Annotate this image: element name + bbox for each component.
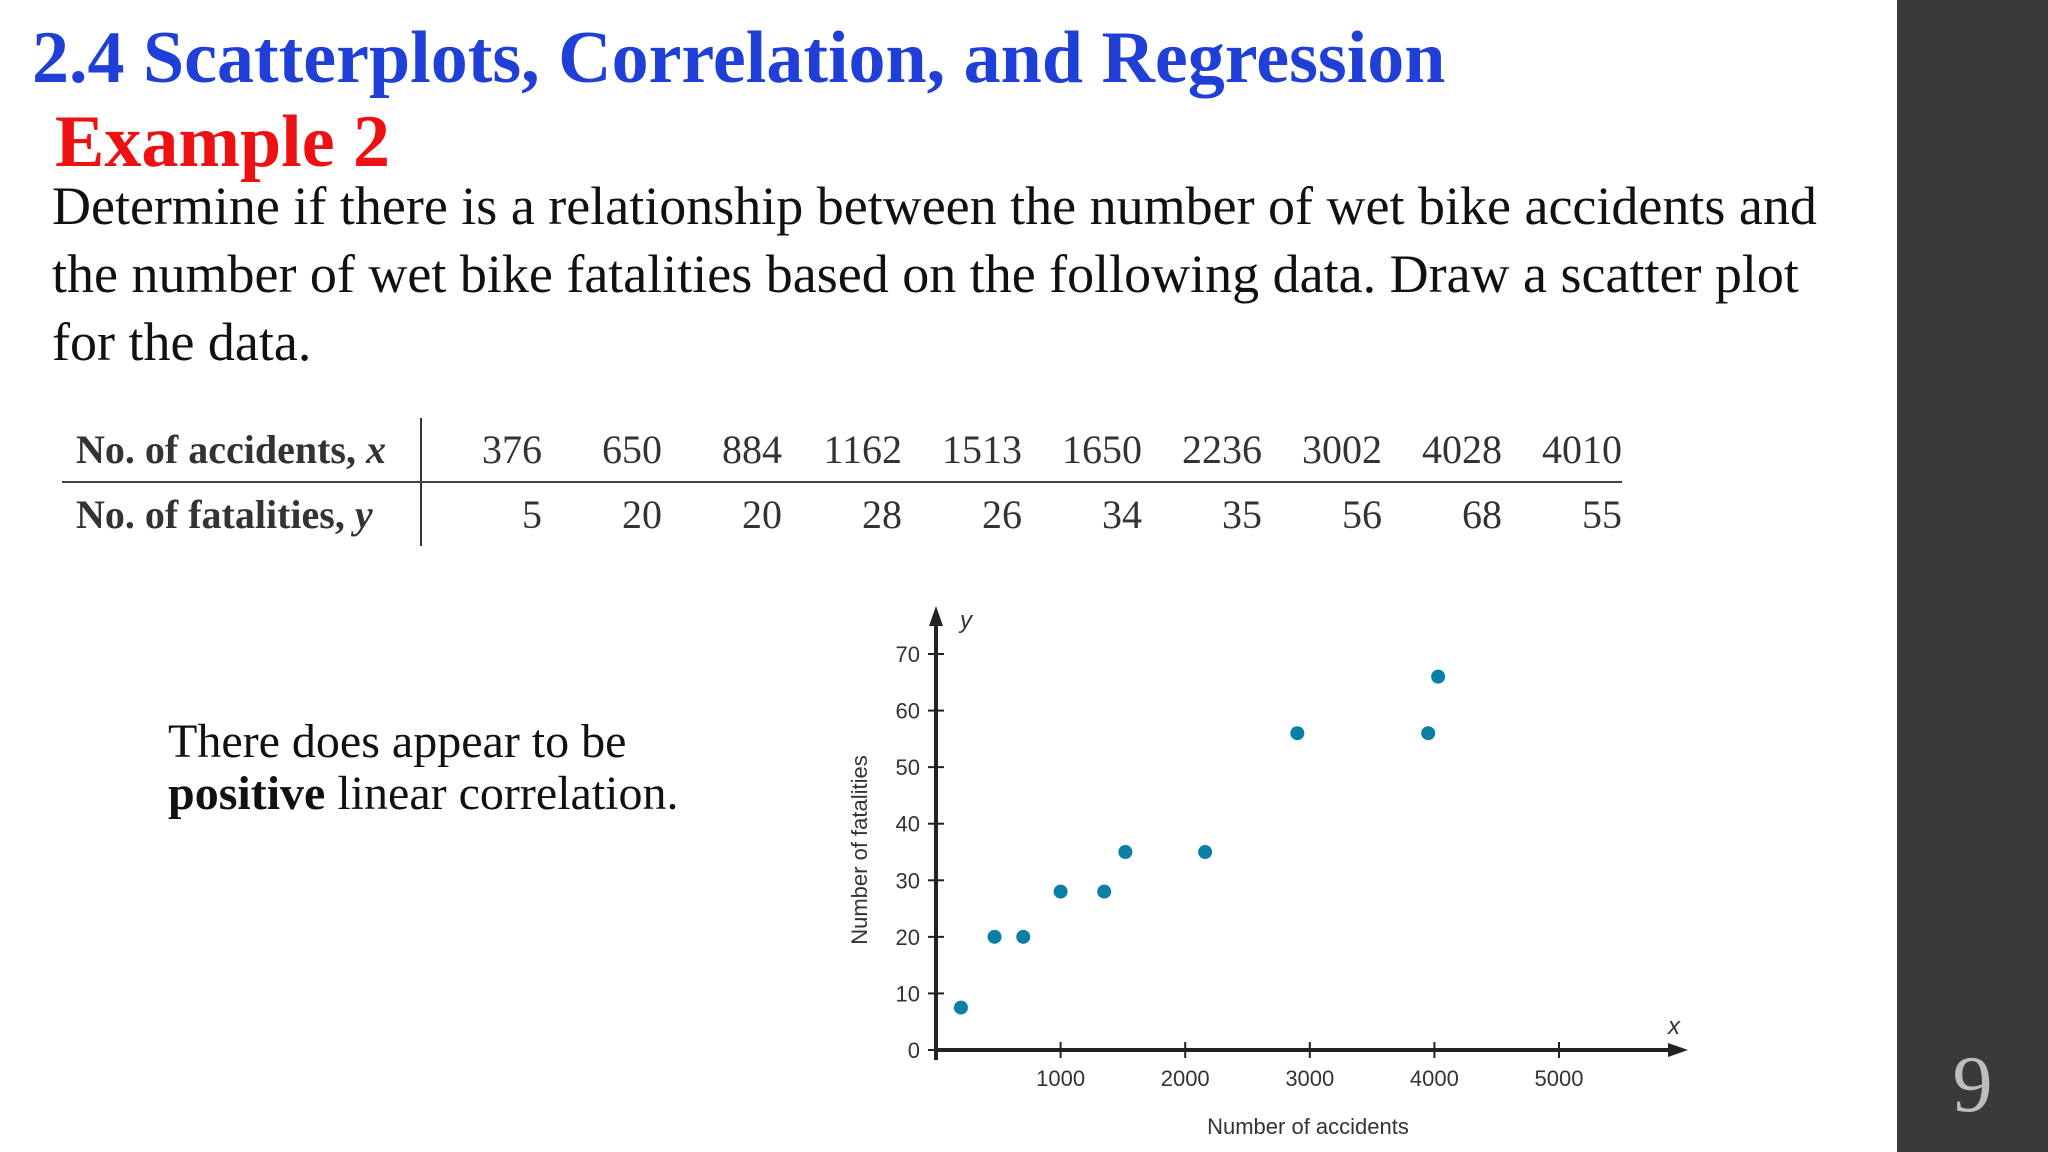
y-tick-label: 20: [896, 925, 920, 950]
y-axis-title: Number of fatalities: [847, 755, 872, 945]
data-point: [987, 929, 1002, 944]
y-tick-label: 40: [896, 812, 920, 837]
slide-title: 2.4 Scatterplots, Correlation, and Regre…: [32, 17, 1446, 99]
table-cell-accidents: 1513: [901, 418, 1022, 483]
conclusion-line2: linear correlation.: [325, 767, 679, 820]
table-row-fatalities: No. of fatalities, y 5 20 20 28 26 34 35 56 68 55: [62, 482, 1622, 546]
y-tick-label: 70: [896, 642, 920, 667]
var-x: x: [365, 427, 386, 472]
page-number: 9: [1952, 1041, 1993, 1129]
conclusion-emphasis: positive: [168, 767, 326, 820]
table-cell-fatalities: 56: [1341, 492, 1382, 537]
table-cell-fatalities: 20: [741, 492, 782, 537]
table-cell-fatalities: 55: [1581, 492, 1622, 537]
conclusion-text: There does appear to be positive linear …: [168, 716, 679, 820]
y-axis-var-label: y: [958, 607, 974, 634]
y-tick-label: 0: [908, 1038, 920, 1063]
slide-sidebar: [1897, 0, 2048, 1152]
x-tick-label: 3000: [1285, 1066, 1334, 1091]
y-axis-arrow: [929, 606, 943, 626]
example-heading: Example 2: [55, 101, 391, 183]
table-cell-accidents: 1650: [1021, 418, 1142, 483]
table-cell-accidents: 1162: [781, 418, 902, 483]
x-tick-label: 5000: [1535, 1066, 1584, 1091]
table-cell-fatalities: 68: [1461, 492, 1502, 537]
table-cell-fatalities: 28: [861, 492, 902, 537]
row-header-fatalities: No. of fatalities, y: [62, 482, 422, 546]
table-cell-accidents: 2236: [1141, 418, 1262, 483]
x-axis-arrow: [1668, 1043, 1688, 1057]
y-tick-label: 30: [896, 868, 920, 893]
data-point: [1097, 884, 1112, 899]
data-point: [1431, 669, 1446, 684]
data-point: [1290, 726, 1305, 741]
x-tick-label: 4000: [1410, 1066, 1459, 1091]
x-tick-label: 1000: [1036, 1066, 1085, 1091]
table-cell-accidents: 4010: [1501, 418, 1622, 483]
data-point: [1421, 726, 1436, 741]
data-point: [1016, 929, 1031, 944]
table-cell-accidents: 4028: [1381, 418, 1502, 483]
var-y: y: [354, 492, 373, 537]
row-label: No. of fatalities,: [76, 492, 355, 537]
y-tick-label: 10: [896, 981, 920, 1006]
data-point: [1053, 884, 1068, 899]
problem-statement: Determine if there is a relationship bet…: [52, 176, 1817, 372]
conclusion-line1: There does appear to be: [168, 715, 627, 768]
data-point: [953, 1000, 968, 1015]
x-axis-var-label: x: [1667, 1013, 1681, 1040]
y-tick-label: 50: [896, 755, 920, 780]
table-cell-accidents: 884: [661, 418, 782, 483]
data-point: [1118, 845, 1133, 859]
table-cell-accidents: 650: [541, 418, 662, 483]
table-cell-fatalities: 34: [1101, 492, 1142, 537]
table-cell-accidents: 376: [420, 418, 542, 483]
table-cell-fatalities: 20: [621, 492, 662, 537]
table-cell-fatalities: 35: [1221, 492, 1262, 537]
table-row-accidents: No. of accidents, x 376 650 884 1162 1513 165…: [62, 418, 1622, 483]
data-point: [1198, 845, 1213, 859]
x-axis-title: Number of accidents: [1207, 1114, 1409, 1139]
row-header-accidents: No. of accidents, x: [62, 418, 422, 483]
table-cell-accidents: 3002: [1261, 418, 1382, 483]
scatter-plot: x y 0 10 20 30 40 50 60 70 1000 2000 3000 4000 5000 Num…: [847, 606, 1688, 1139]
x-tick-label: 2000: [1161, 1066, 1210, 1091]
table-cell-fatalities: 26: [981, 492, 1022, 537]
y-tick-label: 60: [896, 699, 920, 724]
data-table: No. of accidents, x 376 650 884 1162 1513 165…: [62, 418, 1622, 546]
row-label: No. of accidents,: [76, 427, 366, 472]
table-cell-fatalities: 5: [521, 492, 542, 537]
